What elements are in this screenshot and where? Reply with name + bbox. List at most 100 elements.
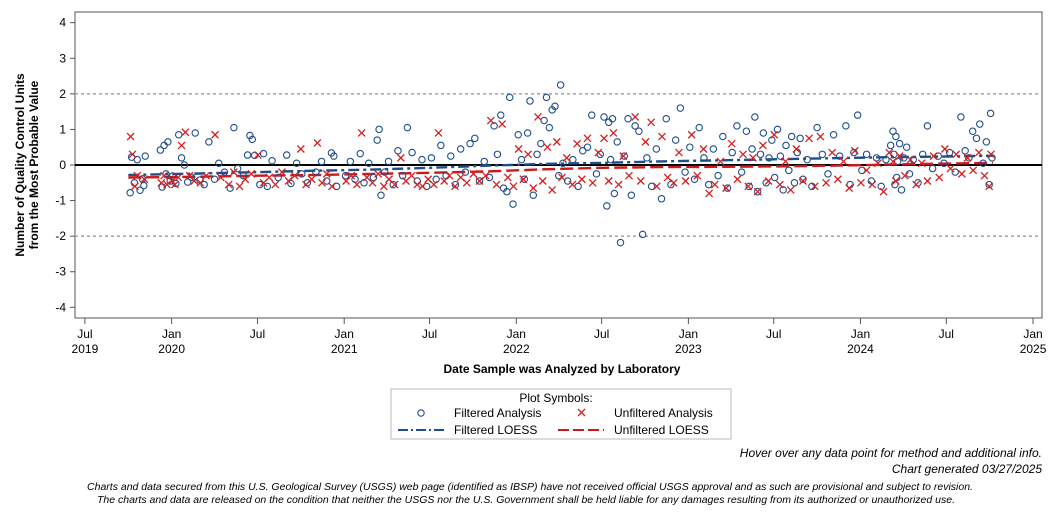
filtered-analysis-point[interactable] [183,178,192,186]
filtered-analysis-point[interactable] [563,177,572,185]
unfiltered-analysis-point[interactable] [687,130,696,139]
unfiltered-analysis-point[interactable] [271,180,280,189]
filtered-analysis-point[interactable] [520,175,529,183]
filtered-analysis-point[interactable] [168,172,177,180]
filtered-analysis-point[interactable] [620,152,629,160]
unfiltered-analysis-point[interactable] [862,166,871,175]
unfiltered-analysis-point[interactable] [162,180,171,189]
unfiltered-analysis-point[interactable] [775,180,784,189]
filtered-analysis-point[interactable] [972,134,981,143]
filtered-analysis-point[interactable] [882,155,890,164]
filtered-analysis-point[interactable] [259,149,268,158]
filtered-analysis-point[interactable] [274,173,282,182]
filtered-analysis-point[interactable] [332,182,341,191]
filtered-analysis-point[interactable] [643,154,651,162]
unfiltered-analysis-point[interactable] [957,169,966,178]
filtered-analysis-point[interactable] [790,179,799,187]
unfiltered-analysis-point[interactable] [636,177,645,185]
filtered-analysis-point[interactable] [177,154,186,162]
filtered-analysis-point[interactable] [638,230,647,239]
filtered-analysis-point[interactable] [902,143,911,151]
filtered-analysis-point[interactable] [503,187,511,196]
filtered-analysis-point[interactable] [529,191,538,199]
unfiltered-analysis-point[interactable] [413,180,422,189]
filtered-analysis-point[interactable] [940,159,948,167]
filtered-analysis-point[interactable] [600,113,608,121]
filtered-analysis-point[interactable] [979,159,987,167]
unfiltered-analysis-point[interactable] [952,150,961,159]
filtered-analysis-point[interactable] [986,109,995,118]
filtered-analysis-point[interactable] [447,152,455,160]
filtered-analysis-point[interactable] [892,132,900,141]
filtered-analysis-point[interactable] [542,93,551,102]
unfiltered-analysis-point[interactable] [647,118,656,127]
unfiltered-analysis-point[interactable] [481,171,490,180]
filtered-analysis-point[interactable] [671,136,680,144]
filtered-analysis-point[interactable] [346,157,355,166]
filtered-analysis-point[interactable] [461,168,470,176]
unfiltered-analysis-point[interactable] [130,182,139,191]
unfiltered-analysis-point[interactable] [879,187,888,196]
filtered-analysis-point[interactable] [624,114,632,123]
filtered-analysis-point[interactable] [965,154,973,162]
unfiltered-analysis-point[interactable] [313,138,322,147]
unfiltered-analysis-point[interactable] [514,145,523,153]
unfiltered-analysis-point[interactable] [573,139,582,148]
filtered-analysis-point[interactable] [773,125,782,134]
unfiltered-analysis-point[interactable] [699,145,708,153]
unfiltered-analysis-point[interactable] [529,184,538,193]
unfiltered-analysis-point[interactable] [390,180,399,189]
filtered-analysis-point[interactable] [312,168,320,176]
unfiltered-analysis-point[interactable] [805,134,814,143]
filtered-analysis-point[interactable] [496,111,505,119]
filtered-analysis-point[interactable] [200,180,208,189]
unfiltered-analysis-point[interactable] [177,141,186,150]
unfiltered-analysis-point[interactable] [753,187,762,196]
unfiltered-analysis-point[interactable] [619,152,628,161]
unfiltered-analysis-point[interactable] [868,180,877,189]
filtered-analysis-point[interactable] [180,161,189,169]
filtered-analysis-point[interactable] [381,168,389,176]
unfiltered-analysis-point[interactable] [552,137,561,146]
filtered-analysis-point[interactable] [976,120,984,128]
filtered-analysis-point[interactable] [554,171,563,180]
unfiltered-analysis-point[interactable] [946,164,955,173]
unfiltered-analysis-point[interactable] [609,129,618,137]
filtered-analysis-point[interactable] [613,138,621,146]
unfiltered-analysis-point[interactable] [157,178,166,187]
unfiltered-analysis-point[interactable] [558,173,566,182]
unfiltered-analysis-point[interactable] [140,175,149,184]
filtered-analysis-point[interactable] [330,152,338,160]
unfiltered-analysis-point[interactable] [519,175,528,184]
filtered-analysis-point[interactable] [934,152,943,160]
filtered-analysis-point[interactable] [745,182,753,191]
unfiltered-analysis-point[interactable] [822,178,831,187]
filtered-analysis-point[interactable] [985,180,993,189]
filtered-analysis-point[interactable] [779,186,787,194]
unfiltered-analysis-point[interactable] [486,116,495,125]
filtered-analysis-point[interactable] [471,134,479,143]
unfiltered-analysis-point[interactable] [873,159,882,168]
filtered-analysis-point[interactable] [592,170,601,178]
unfiltered-analysis-point[interactable] [693,171,702,180]
unfiltered-analysis-point[interactable] [786,185,795,194]
filtered-analysis-point[interactable] [945,148,954,157]
unfiltered-analysis-point[interactable] [974,148,983,157]
filtered-analysis-point[interactable] [803,155,811,164]
filtered-analysis-point[interactable] [268,156,276,165]
filtered-analysis-point[interactable] [230,123,238,132]
unfiltered-analysis-point[interactable] [568,180,577,189]
unfiltered-analysis-point[interactable] [374,169,383,178]
filtered-analysis-point[interactable] [490,122,498,130]
unfiltered-analysis-point[interactable] [253,151,262,159]
filtered-analysis-point[interactable] [140,181,148,190]
filtered-analysis-point[interactable] [480,157,488,166]
unfiltered-analysis-point[interactable] [407,171,416,180]
unfiltered-analysis-point[interactable] [133,171,142,180]
filtered-analysis-point[interactable] [533,150,541,159]
unfiltered-analysis-point[interactable] [758,141,767,150]
filtered-analysis-point[interactable] [733,122,741,130]
unfiltered-analysis-point[interactable] [940,145,949,153]
filtered-analysis-point[interactable] [667,180,675,189]
unfiltered-analysis-point[interactable] [716,157,725,166]
